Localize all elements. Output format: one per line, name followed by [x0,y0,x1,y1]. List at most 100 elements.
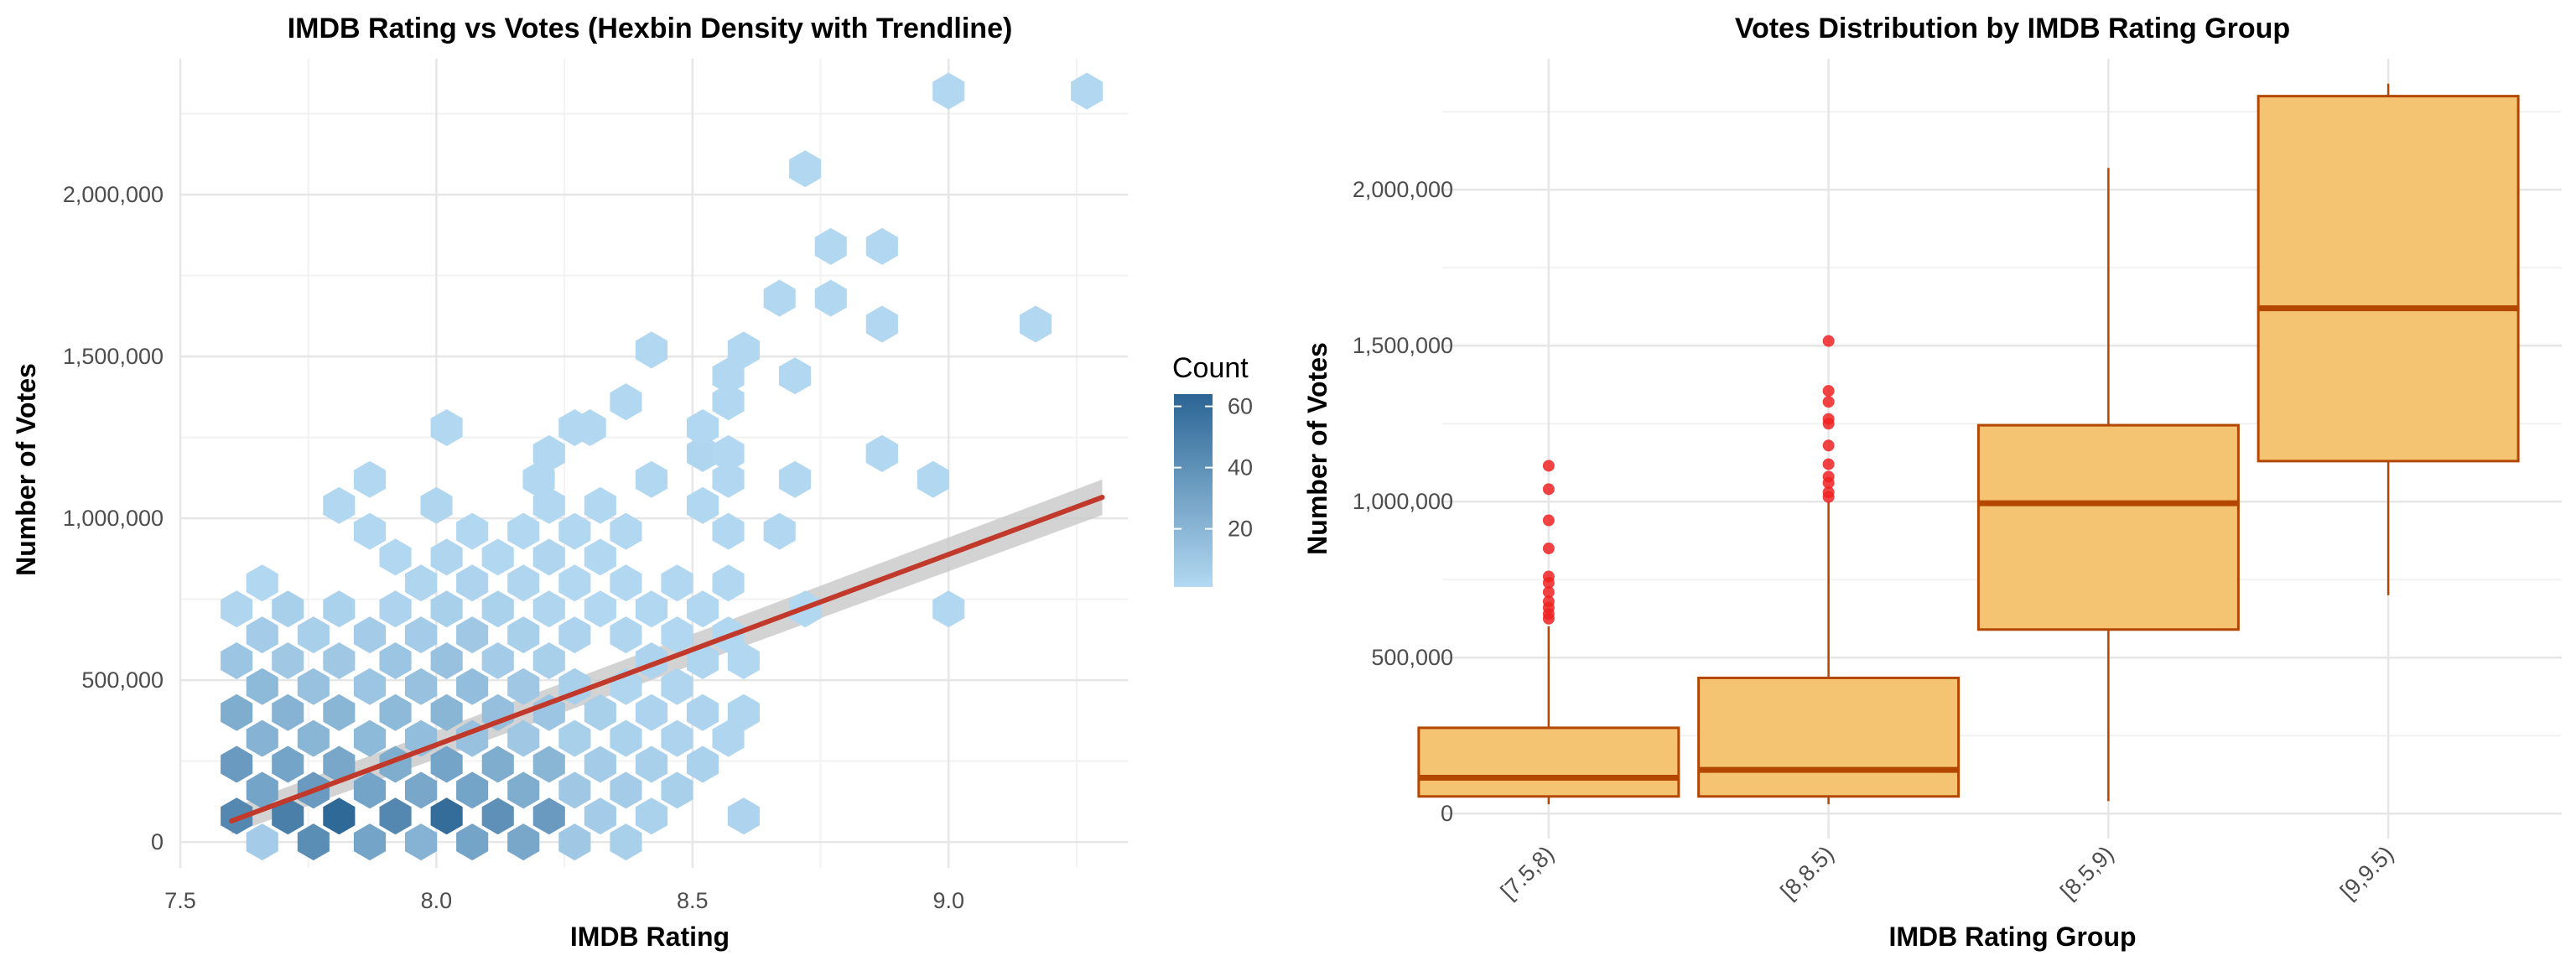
hexbin-cell [430,693,463,731]
hexbin-cell [727,331,760,369]
hexbin-cell [558,616,591,654]
hexbin-cell [814,279,847,317]
hexbin-cell [687,486,719,524]
hexbin-cell [532,797,565,835]
hexbin-y-tick-label: 0 [151,829,164,854]
hexbin-cell [405,771,438,809]
outlier-point [1822,458,1835,470]
hexbin-cell [712,357,745,395]
hexbin-cell [323,590,356,628]
hexbin-cell [456,823,489,861]
hexbin-cell [932,590,965,628]
hexbin-cell [635,331,667,369]
outlier-point [1542,514,1555,527]
hexbin-cell [430,409,463,446]
hexbin-cell [353,771,387,809]
boxplot-boxes [1417,83,2520,805]
hexbin-cell [532,642,565,679]
hexbin-cell [481,745,514,783]
hexbin-cell [405,564,438,602]
hexbin-cell [246,616,278,654]
hexbin-x-tick-label: 7.5 [164,888,196,913]
hexbin-cell [1020,305,1052,343]
hexbin-cell [272,693,304,731]
hexbin-cell [481,642,514,679]
hexbin-cell [507,512,540,550]
hexbin-cell [712,719,745,757]
boxplot-panel: [7.5,8) [8,8.5) [8.5,9) [9,9.5) 0500,0001,0… [1302,13,2562,952]
hexbin-cell [687,409,719,446]
hexbin-cell [430,590,463,628]
hexbin-panel: 7.5 8.0 8.5 9.0 0 500,000 1,000,000 1,500,000 2… [11,13,1128,952]
hexbin-cell [481,797,514,835]
hexbin-cell [584,486,616,524]
hexbin-cell [687,642,719,679]
hexbin-cell [507,564,540,602]
hexbin-cell [379,590,412,628]
outlier-point [1542,543,1555,555]
hexbin-cell [687,693,719,731]
hexbin-cell [379,642,412,679]
hexbin-cell [727,797,760,835]
hexbin-cell [246,823,278,861]
hexbin-cell [712,564,745,602]
hexbin-cells [221,72,1104,861]
boxplot-group [1697,335,1961,805]
hexbin-cell [481,590,514,628]
hexbin-cell [353,719,387,757]
hexbin-cell [712,383,745,421]
hexbin-cell [481,538,514,576]
boxplot-group [1417,460,1680,805]
hexbin-cell [246,564,278,602]
hexbin-cell [405,667,438,705]
box-iqr [1697,676,1961,798]
hexbin-cell [221,745,253,783]
hexbin-cell [661,719,693,757]
hexbin-cell [763,279,796,317]
hexbin-cell [917,460,949,498]
hexbin-cell [507,823,540,861]
hexbin-cell [712,460,745,498]
outlier-point [1822,335,1835,347]
trendline-line [229,495,1105,824]
outlier-point [1822,385,1835,397]
outlier-point [1822,439,1835,452]
hexbin-cell [405,616,438,654]
hexbin-cell [456,771,489,809]
hexbin-cell [687,590,719,628]
legend-tick-label: 60 [1228,394,1253,419]
outlier-point [1822,413,1835,425]
hexbin-cell [323,797,356,835]
hexbin-cell [379,693,412,731]
hexbin-cell [323,693,356,731]
boxplot-x-axis-title: IMDB Rating Group [1888,922,2136,952]
hexbin-cell [865,434,898,472]
hexbin-cell [323,642,356,679]
hexbin-y-axis-title: Number of Votes [11,363,41,576]
boxplot-y-tick-label: 2,000,000 [1353,177,1453,202]
hexbin-x-tick-label: 8.0 [421,888,453,913]
box-iqr [1417,726,1680,798]
hexbin-cell [456,512,489,550]
box-iqr [2257,95,2520,463]
hexbin-cell [323,745,356,783]
hexbin-cell [584,797,616,835]
boxplot-y-tick-label: 0 [1441,801,1453,826]
hexbin-cell [272,797,304,835]
hexbin-cell [456,564,489,602]
hexbin-cell [532,745,565,783]
hexbin-cell [430,797,463,835]
hexbin-cell [661,564,693,602]
hexbin-x-tick-label: 8.5 [677,888,709,913]
hexbin-cell [712,434,745,472]
hexbin-cell [584,538,616,576]
outlier-point [1542,595,1555,608]
hexbin-cell [610,564,642,602]
boxplot-y-tick-label: 1,000,000 [1353,489,1453,514]
outlier-point [1542,586,1555,599]
hexbin-cell [532,434,565,472]
boxplot-y-tick-label: 1,500,000 [1353,333,1453,358]
hexbin-cell [221,693,253,731]
hexbin-cell [558,823,591,861]
hexbin-x-tick-labels: 7.5 8.0 8.5 9.0 [164,888,964,913]
